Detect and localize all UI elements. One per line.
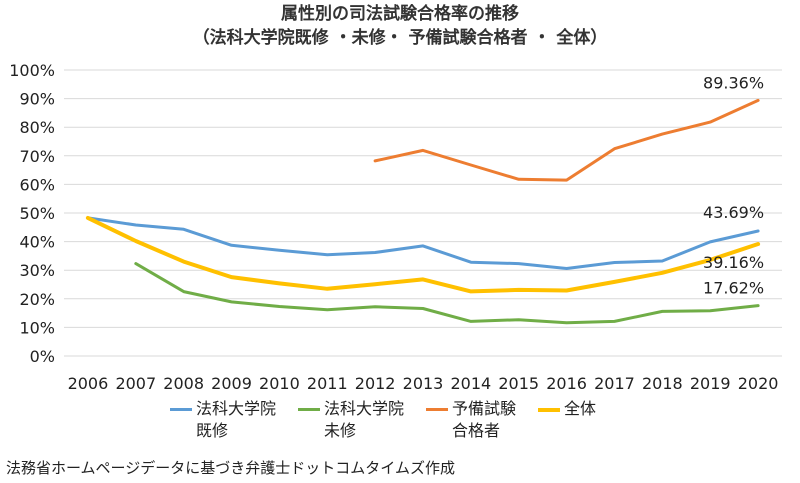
y-tick-label: 0%: [30, 347, 55, 366]
x-tick-label: 2010: [259, 374, 300, 393]
x-tick-label: 2008: [163, 374, 204, 393]
legend-item: 全体: [538, 398, 596, 442]
y-tick-label: 70%: [19, 147, 55, 166]
y-tick-label: 50%: [19, 204, 55, 223]
legend-label: 法科大学院 未修: [324, 399, 405, 440]
legend: 法科大学院 既修 法科大学院 未修 予備試験 合格者 全体: [170, 398, 618, 442]
legend-label: 予備試験 合格者: [452, 399, 517, 440]
x-tick-label: 2016: [546, 374, 587, 393]
y-tick-label: 60%: [19, 175, 55, 194]
series-line-2: [373, 98, 760, 182]
legend-label: 法科大学院 既修: [196, 399, 277, 440]
series-line-1: [134, 262, 760, 325]
x-tick-label: 2019: [690, 374, 731, 393]
legend-item: 予備試験 合格者: [426, 398, 516, 442]
legend-swatch: [426, 408, 449, 411]
data-label: 17.62%: [703, 279, 764, 298]
x-tick-label: 2015: [498, 374, 539, 393]
x-tick-label: 2020: [738, 374, 779, 393]
x-tick-label: 2009: [211, 374, 252, 393]
series-line-0: [86, 216, 760, 270]
source-note: 法務省ホームページデータに基づき弁護士ドットコムタイムズ作成: [6, 459, 455, 477]
x-tick-label: 2012: [355, 374, 396, 393]
legend-swatch: [170, 408, 192, 411]
legend-swatch: [298, 408, 321, 411]
chart-subtitle: （法科大学院既修 ・未修・ 予備試験合格者 ・ 全体）: [192, 28, 608, 48]
series-line-3: [85, 215, 761, 294]
x-tick-label: 2006: [68, 374, 109, 393]
x-tick-label: 2007: [115, 374, 156, 393]
chart-title: 属性別の司法試験合格率の推移: [281, 4, 519, 24]
y-tick-label: 20%: [19, 290, 55, 309]
x-tick-label: 2013: [403, 374, 444, 393]
legend-item: 法科大学院 未修: [298, 398, 404, 442]
x-tick-label: 2018: [642, 374, 683, 393]
legend-swatch: [538, 408, 561, 412]
y-tick-label: 90%: [19, 90, 55, 109]
data-label: 89.36%: [703, 73, 764, 92]
legend-item: 法科大学院 既修: [170, 398, 276, 442]
data-label: 43.69%: [703, 203, 764, 222]
x-tick-label: 2017: [594, 374, 635, 393]
y-tick-label: 40%: [19, 233, 55, 252]
y-tick-label: 100%: [9, 61, 55, 80]
legend-label: 全体: [564, 399, 597, 418]
x-tick-label: 2014: [451, 374, 492, 393]
y-tick-label: 10%: [19, 318, 55, 337]
y-tick-label: 30%: [19, 261, 55, 280]
y-tick-label: 80%: [19, 118, 55, 137]
x-tick-label: 2011: [307, 374, 348, 393]
data-label: 39.16%: [703, 253, 764, 272]
